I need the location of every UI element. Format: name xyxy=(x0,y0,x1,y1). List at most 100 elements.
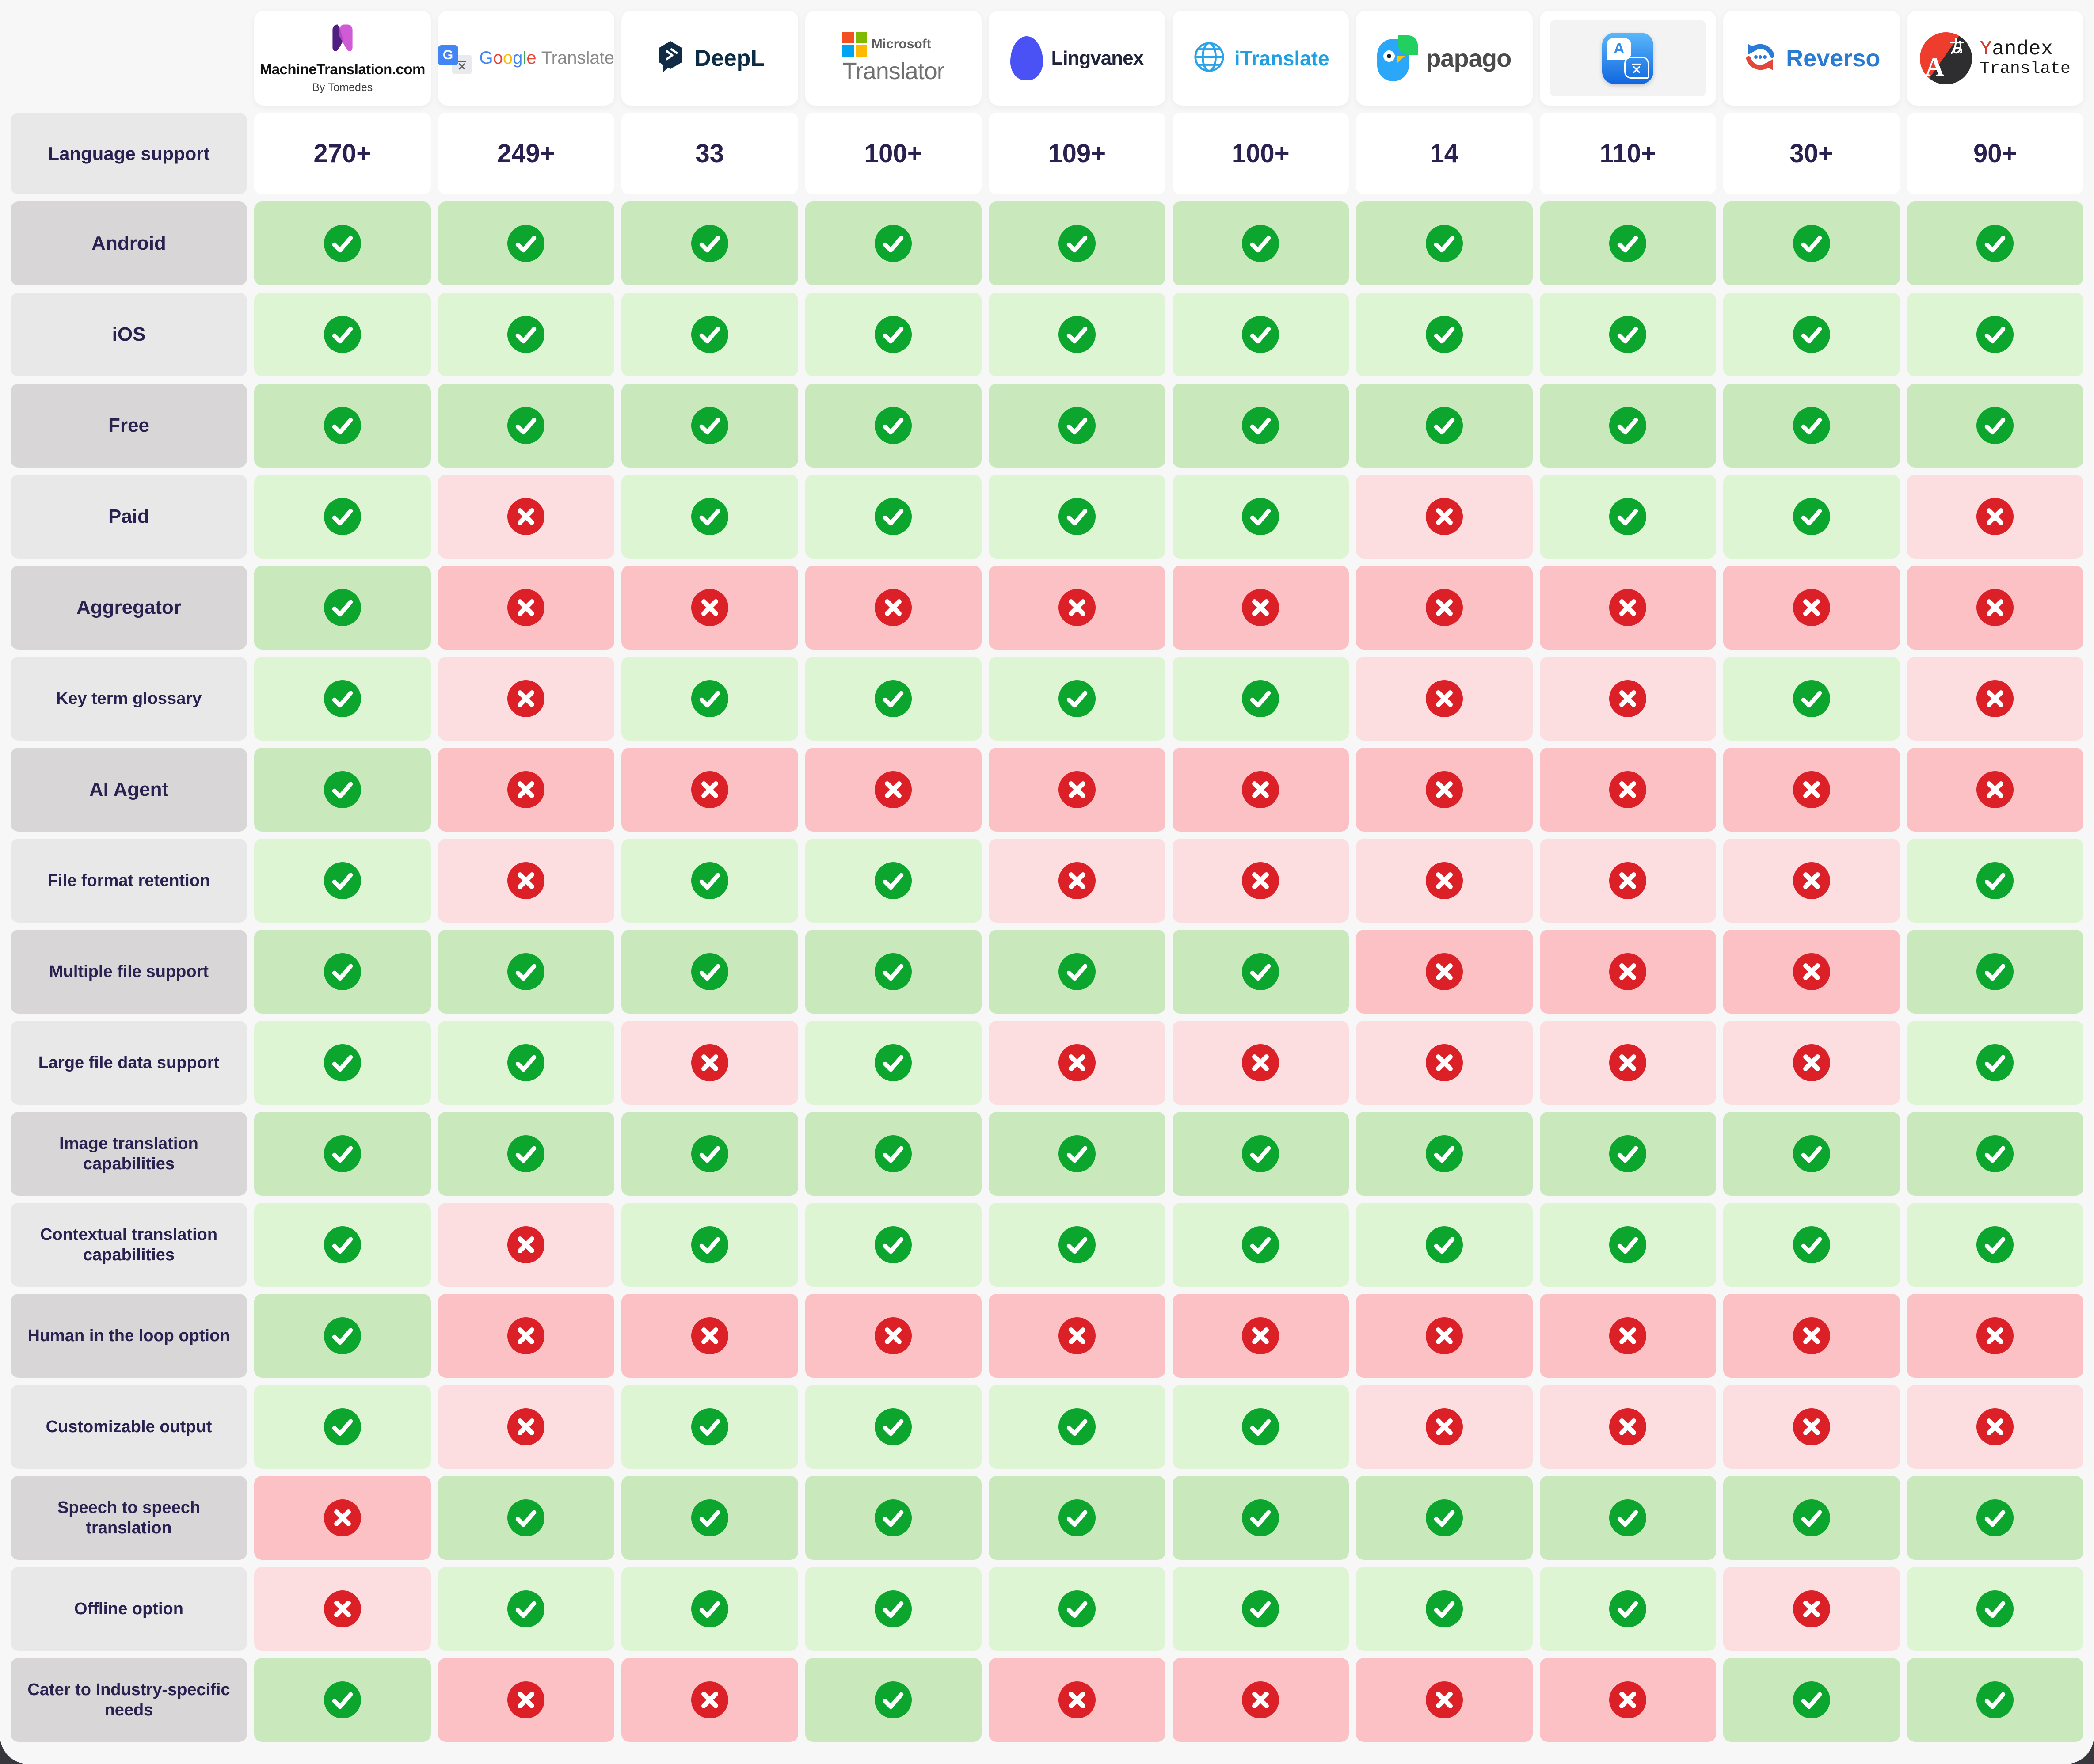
feature-label: Free xyxy=(11,384,247,468)
feature-cell xyxy=(1907,748,2083,832)
check-icon xyxy=(1976,316,2014,353)
check-icon xyxy=(875,498,912,535)
check-icon xyxy=(1242,407,1279,444)
feature-cell xyxy=(1907,930,2083,1014)
check-icon xyxy=(1058,1590,1096,1627)
check-icon xyxy=(691,1135,728,1172)
table-row: AI Agent xyxy=(11,748,2083,832)
header-row: MachineTranslation.com By Tomedes G Goog… xyxy=(11,11,2083,106)
feature-cell xyxy=(1539,566,1716,650)
cross-icon xyxy=(1976,1408,2014,1445)
feature-cell xyxy=(1723,293,1900,376)
feature-cell xyxy=(989,1385,1165,1469)
feature-cell xyxy=(1356,201,1533,285)
feature-cell xyxy=(1907,839,2083,923)
check-icon xyxy=(324,225,361,262)
language-count: 249+ xyxy=(438,113,614,194)
feature-cell xyxy=(254,1021,431,1105)
check-icon xyxy=(1609,498,1647,535)
cross-icon xyxy=(1058,589,1096,626)
cross-icon xyxy=(1425,1408,1463,1445)
feature-cell xyxy=(1723,475,1900,559)
cross-icon xyxy=(691,1317,728,1354)
check-icon xyxy=(691,225,728,262)
brand-deepl: DeepL xyxy=(621,11,798,106)
cross-icon xyxy=(1425,1317,1463,1354)
brand-title: Google Translate xyxy=(479,48,614,68)
cross-icon xyxy=(1242,1317,1279,1354)
feature-cell xyxy=(254,1203,431,1287)
feature-cell xyxy=(1539,1385,1716,1469)
cross-icon xyxy=(507,498,545,535)
language-support-row: Language support 270+ 249+ 33 100+ 109+ 100+ 1… xyxy=(11,113,2083,194)
feature-cell xyxy=(1356,1112,1533,1196)
feature-cell xyxy=(1356,748,1533,832)
feature-cell xyxy=(805,1203,982,1287)
table-row: iOS xyxy=(11,293,2083,376)
feature-cell xyxy=(1356,475,1533,559)
cross-icon xyxy=(1058,771,1096,808)
check-icon xyxy=(1058,1135,1096,1172)
feature-cell xyxy=(1539,384,1716,468)
cross-icon xyxy=(1609,862,1647,899)
feature-label: Speech to speech translation xyxy=(11,1476,247,1560)
check-icon xyxy=(507,1499,545,1536)
feature-cell xyxy=(805,384,982,468)
feature-cell xyxy=(1723,1021,1900,1105)
feature-label: Human in the loop option xyxy=(11,1294,247,1378)
feature-cell xyxy=(1356,1294,1533,1378)
check-icon xyxy=(875,1408,912,1445)
cross-icon xyxy=(507,1408,545,1445)
feature-cell xyxy=(1172,1567,1349,1651)
feature-cell xyxy=(1356,1021,1533,1105)
brand-apple-translate: A xyxy=(1539,11,1716,106)
feature-cell xyxy=(1723,201,1900,285)
cross-icon xyxy=(1609,1044,1647,1081)
feature-cell xyxy=(989,1658,1165,1742)
cross-icon xyxy=(1425,953,1463,990)
feature-cell xyxy=(1907,201,2083,285)
cross-icon xyxy=(875,589,912,626)
feature-label: iOS xyxy=(11,293,247,376)
feature-cell xyxy=(989,293,1165,376)
feature-cell xyxy=(1356,657,1533,741)
check-icon xyxy=(875,680,912,717)
feature-cell xyxy=(1539,475,1716,559)
cross-icon xyxy=(1425,771,1463,808)
feature-cell xyxy=(989,1112,1165,1196)
language-support-label: Language support xyxy=(11,113,247,194)
check-icon xyxy=(691,498,728,535)
check-icon xyxy=(1425,225,1463,262)
check-icon xyxy=(1976,225,2014,262)
brand-subtitle: By Tomedes xyxy=(312,81,373,94)
cross-icon xyxy=(1976,589,2014,626)
feature-cell xyxy=(989,1567,1165,1651)
check-icon xyxy=(875,1135,912,1172)
check-icon xyxy=(1976,953,2014,990)
feature-cell xyxy=(1723,1203,1900,1287)
language-count: 30+ xyxy=(1723,113,1900,194)
check-icon xyxy=(1242,1499,1279,1536)
check-icon xyxy=(1058,1226,1096,1263)
feature-cell xyxy=(989,657,1165,741)
feature-cell xyxy=(621,566,798,650)
deepl-icon xyxy=(655,40,686,76)
feature-cell xyxy=(438,839,614,923)
feature-cell xyxy=(805,1385,982,1469)
cross-icon xyxy=(1242,589,1279,626)
feature-cell xyxy=(805,930,982,1014)
check-icon xyxy=(1242,953,1279,990)
feature-cell xyxy=(438,1294,614,1378)
check-icon xyxy=(507,225,545,262)
feature-cell xyxy=(1356,384,1533,468)
feature-cell xyxy=(438,1658,614,1742)
feature-cell xyxy=(1172,201,1349,285)
feature-label: Offline option xyxy=(11,1567,247,1651)
check-icon xyxy=(1976,407,2014,444)
brand-microsoft-translator: Microsoft Translator xyxy=(805,11,982,106)
brand-title: Translator xyxy=(842,57,945,84)
feature-cell xyxy=(1172,657,1349,741)
feature-cell xyxy=(805,1476,982,1560)
table-row: Offline option xyxy=(11,1567,2083,1651)
